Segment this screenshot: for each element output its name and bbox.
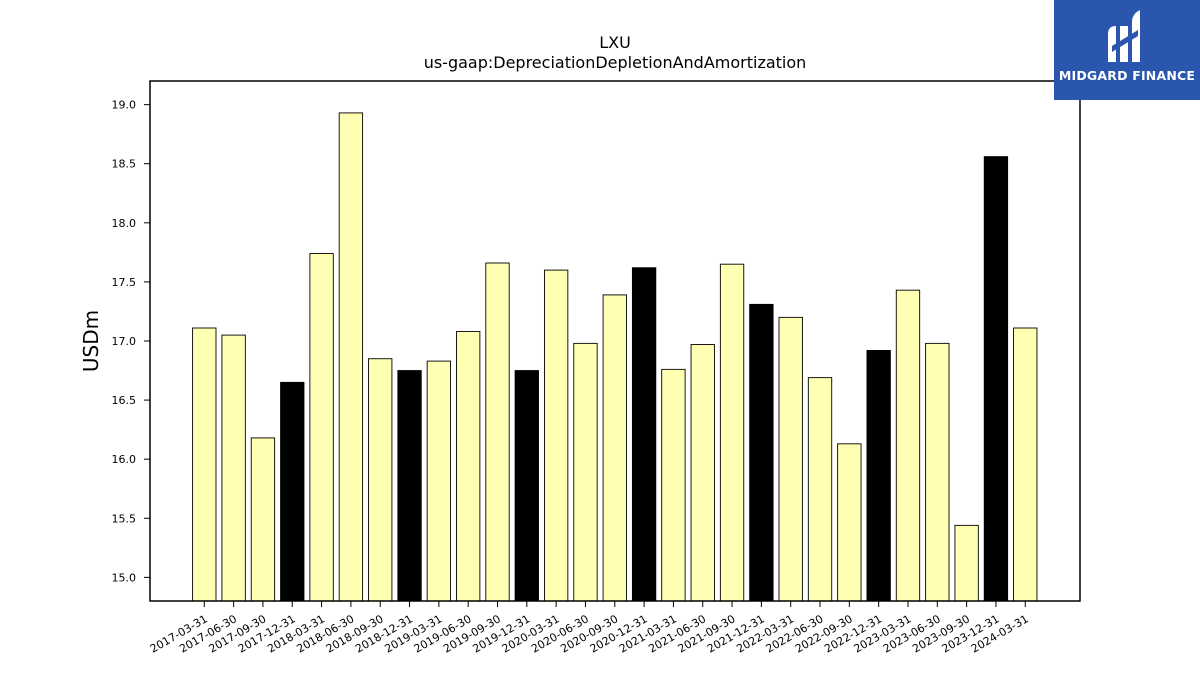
- bar-2019-09-30: [485, 262, 510, 602]
- midgard-logo-icon: [1108, 10, 1140, 62]
- bar-2020-12-31: [631, 267, 657, 602]
- chart-subtitle: us-gaap:DepreciationDepletionAndAmortiza…: [424, 53, 807, 72]
- chart-title: LXU: [599, 33, 631, 52]
- bar-2020-03-31: [543, 269, 569, 602]
- plot-area-frame: [149, 80, 1081, 602]
- y-tick-label: 17.0: [112, 335, 137, 348]
- y-tick-label: 15.5: [112, 512, 137, 525]
- bar-2022-06-30: [807, 377, 833, 602]
- bar-2023-06-30: [925, 342, 950, 602]
- bar-2021-09-30: [719, 263, 745, 602]
- bar-2017-03-31: [192, 327, 217, 602]
- bar-2022-09-30: [837, 443, 862, 602]
- bar-2023-09-30: [954, 524, 979, 602]
- bar-2022-12-31: [866, 350, 891, 602]
- bar-2021-12-31: [749, 303, 774, 602]
- y-tick-label: 17.5: [112, 276, 137, 289]
- bar-2018-12-31: [397, 370, 422, 602]
- bar-2021-06-30: [690, 344, 715, 602]
- y-axis: 15.0 15.5 16.0 16.5 17.0 17.5 18.0 18.5 19.0: [112, 99, 150, 584]
- y-axis-label: USDm: [79, 310, 103, 372]
- y-tick-label: 16.0: [112, 453, 137, 466]
- bar-2020-09-30: [602, 294, 627, 602]
- y-tick-label: 16.5: [112, 394, 137, 407]
- bar-2020-06-30: [573, 342, 598, 602]
- bar-2022-03-31: [778, 316, 803, 602]
- bar-2018-09-30: [368, 358, 393, 602]
- bar-2023-12-31: [983, 156, 1009, 602]
- bar-2018-03-31: [309, 253, 334, 602]
- bar-2017-09-30: [250, 437, 276, 602]
- bar-2024-03-31: [1013, 327, 1038, 602]
- x-axis: 2017-03-312017-06-302017-09-302017-12-31…: [148, 601, 1031, 656]
- bar-2017-06-30: [221, 334, 246, 602]
- bar-2019-03-31: [426, 360, 452, 602]
- bar-2021-03-31: [661, 368, 686, 602]
- y-tick-label: 15.0: [112, 571, 137, 584]
- bar-2017-12-31: [280, 381, 305, 602]
- bar-2019-06-30: [456, 331, 481, 602]
- y-tick-label: 19.0: [112, 99, 137, 112]
- bar-2018-06-30: [338, 112, 364, 602]
- y-tick-label: 18.5: [112, 158, 137, 171]
- bars-group: [192, 112, 1038, 602]
- logo-text: MIDGARD FINANCE: [1058, 68, 1196, 83]
- midgard-finance-logo: MIDGARD FINANCE: [1054, 0, 1200, 100]
- bar-2023-03-31: [895, 289, 921, 602]
- bar-2019-12-31: [514, 370, 539, 602]
- y-tick-label: 18.0: [112, 217, 137, 230]
